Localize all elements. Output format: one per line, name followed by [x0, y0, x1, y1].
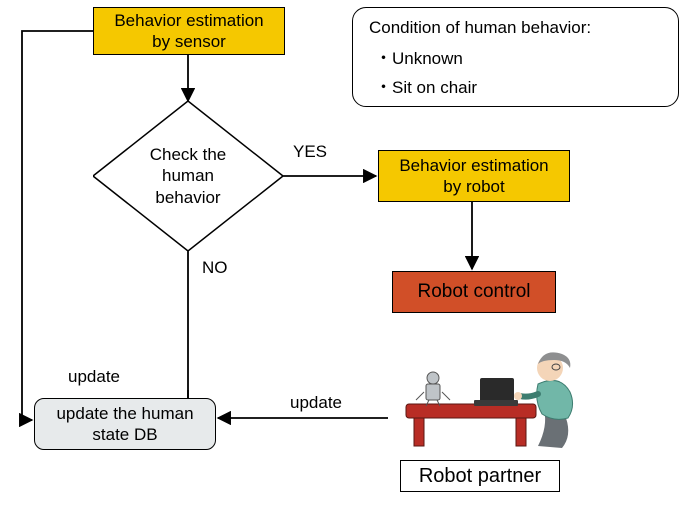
node-robot-control-label: Robot control — [417, 280, 530, 304]
flowchart-canvas: Behavior estimationby sensor Condition o… — [0, 0, 685, 509]
edge-label-yes: YES — [293, 142, 327, 162]
condition-item-0-text: Unknown — [392, 49, 463, 68]
edge-label-update-right: update — [290, 393, 342, 413]
node-sensor: Behavior estimationby sensor — [93, 7, 285, 55]
condition-box: Condition of human behavior: ・Unknown ・S… — [352, 7, 679, 107]
condition-item-1: ・Sit on chair — [375, 73, 662, 98]
node-sensor-label: Behavior estimationby sensor — [114, 10, 263, 53]
node-update-db: update the humanstate DB — [34, 398, 216, 450]
condition-item-1-text: Sit on chair — [392, 78, 477, 97]
node-update-db-label: update the humanstate DB — [56, 403, 193, 446]
node-robot-control: Robot control — [392, 271, 556, 313]
node-check-label: Check thehumanbehavior — [150, 144, 227, 208]
node-est-robot: Behavior estimationby robot — [378, 150, 570, 202]
condition-item-0: ・Unknown — [375, 44, 662, 69]
edge-label-no: NO — [202, 258, 228, 278]
robot-partner-illustration — [388, 334, 598, 454]
edge-label-update-left: update — [68, 367, 120, 387]
node-robot-partner-label: Robot partner — [419, 464, 541, 489]
condition-title: Condition of human behavior: — [369, 18, 662, 38]
node-robot-partner: Robot partner — [400, 460, 560, 492]
node-est-robot-label: Behavior estimationby robot — [399, 155, 548, 198]
node-check: Check thehumanbehavior — [93, 101, 283, 251]
